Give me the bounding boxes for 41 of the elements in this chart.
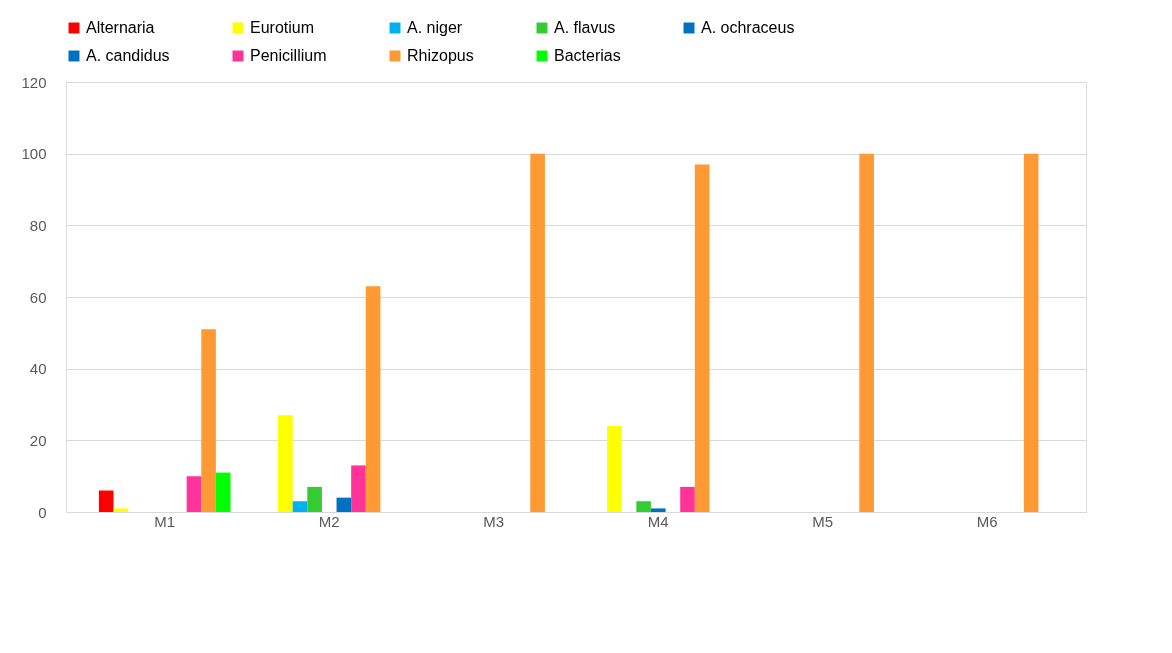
bar: [292, 501, 308, 512]
x-tick-label: M1: [154, 512, 176, 530]
x-tick-label: M6: [976, 512, 998, 530]
bar: [607, 426, 622, 512]
y-tick-label: 100: [21, 145, 47, 163]
legend-label: Penicillium: [250, 47, 327, 64]
bar: [98, 490, 114, 512]
legend-label: Rhizopus: [407, 47, 474, 64]
y-tick-label: 80: [29, 216, 47, 234]
y-tick-label: 0: [38, 503, 47, 521]
bar: [336, 497, 352, 512]
x-tick-label: M4: [647, 512, 669, 530]
legend-label: Bacterias: [554, 47, 621, 64]
y-tick-label: 120: [21, 73, 47, 91]
bar: [365, 286, 381, 512]
y-tick-label: 40: [29, 360, 47, 378]
bar: [351, 465, 366, 512]
bar: [650, 508, 666, 512]
legend-label: Eurotium: [250, 19, 315, 36]
y-tick-label: 20: [29, 431, 47, 449]
legend-label: A. ochraceus: [701, 19, 795, 36]
legend-label: Alternaria: [86, 19, 155, 36]
x-tick-label: M3: [483, 512, 505, 530]
bar: [201, 329, 216, 512]
legend-label: A. flavus: [554, 19, 616, 36]
legend-label: A. niger: [407, 19, 463, 36]
bar: [215, 472, 231, 512]
bar: [694, 164, 710, 512]
bar: [680, 486, 695, 512]
legend-label: A. candidus: [86, 47, 170, 64]
bar: [113, 508, 129, 512]
y-tick-label: 60: [29, 288, 47, 306]
bar: [530, 153, 545, 512]
bar: [307, 486, 322, 512]
bar: [278, 415, 293, 512]
x-tick-label: M5: [812, 512, 834, 530]
x-tick-label: M2: [318, 512, 340, 530]
bar: [186, 476, 202, 512]
bar: [636, 501, 651, 512]
bar: [859, 153, 874, 512]
bar: [1023, 153, 1039, 512]
